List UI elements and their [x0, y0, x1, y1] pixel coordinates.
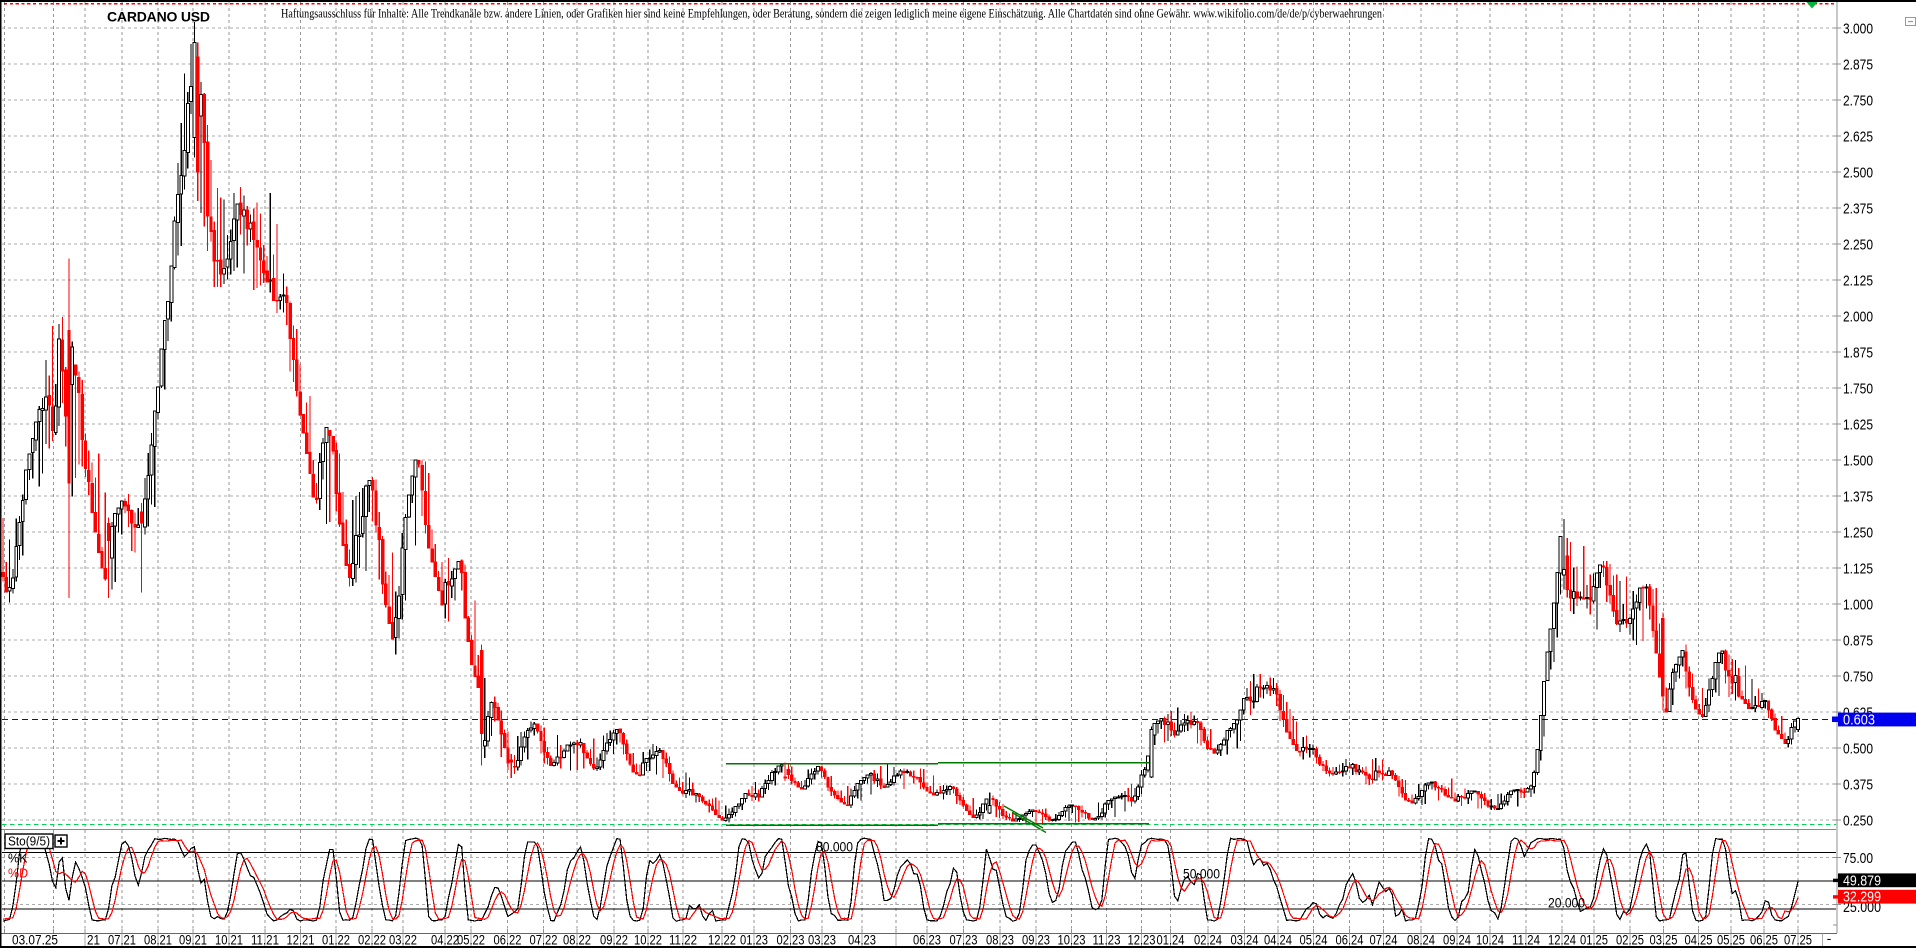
svg-text:1.375: 1.375	[1843, 489, 1873, 506]
svg-text:10.21: 10.21	[215, 933, 243, 948]
svg-text:07.24: 07.24	[1370, 933, 1398, 948]
svg-text:01.24: 01.24	[1157, 933, 1185, 948]
svg-text:2.500: 2.500	[1843, 165, 1873, 182]
svg-text:06.24: 06.24	[1336, 933, 1364, 948]
svg-text:03.23: 03.23	[808, 933, 836, 948]
svg-text:1.750: 1.750	[1843, 381, 1873, 398]
svg-text:%K: %K	[8, 852, 28, 866]
svg-text:2.000: 2.000	[1843, 309, 1873, 326]
svg-text:06.23: 06.23	[913, 933, 941, 948]
svg-text:01.25: 01.25	[1580, 933, 1608, 948]
svg-text:03.07.25: 03.07.25	[12, 933, 58, 948]
svg-text:Haftungsausschluss für Inhalte: Haftungsausschluss für Inhalte: Alle Tre…	[281, 7, 1382, 21]
svg-text:04.24: 04.24	[1264, 933, 1292, 948]
svg-text:09.21: 09.21	[179, 933, 207, 948]
svg-text:32.299: 32.299	[1843, 889, 1881, 906]
svg-text:08.23: 08.23	[986, 933, 1014, 948]
svg-text:02.24: 02.24	[1194, 933, 1222, 948]
svg-text:03.25: 03.25	[1650, 933, 1678, 948]
svg-text:03.22: 03.22	[389, 933, 417, 948]
svg-text:1.875: 1.875	[1843, 345, 1873, 362]
svg-text:2.750: 2.750	[1843, 93, 1873, 110]
svg-text:2.375: 2.375	[1843, 201, 1873, 218]
svg-text:CARDANO USD: CARDANO USD	[107, 9, 210, 25]
svg-text:1.500: 1.500	[1843, 453, 1873, 470]
svg-text:02.23: 02.23	[777, 933, 805, 948]
svg-text:01.22: 01.22	[322, 933, 350, 948]
svg-text:09.24: 09.24	[1443, 933, 1471, 948]
svg-text:08.24: 08.24	[1407, 933, 1435, 948]
svg-text:05.25: 05.25	[1717, 933, 1745, 948]
svg-text:0.750: 0.750	[1843, 669, 1873, 686]
svg-text:1.000: 1.000	[1843, 597, 1873, 614]
svg-text:10.22: 10.22	[634, 933, 662, 948]
svg-text:02.25: 02.25	[1616, 933, 1644, 948]
svg-text:04.22: 04.22	[431, 933, 459, 948]
svg-text:0.500: 0.500	[1843, 741, 1873, 758]
svg-text:12.21: 12.21	[287, 933, 315, 948]
svg-text:75.00: 75.00	[1843, 850, 1873, 867]
svg-text:21: 21	[87, 933, 100, 948]
svg-text:07.21: 07.21	[108, 933, 136, 948]
svg-text:06.25: 06.25	[1750, 933, 1778, 948]
svg-text:0.875: 0.875	[1843, 633, 1873, 650]
svg-text:2.625: 2.625	[1843, 129, 1873, 146]
svg-text:80.000: 80.000	[816, 840, 853, 855]
svg-text:02.22: 02.22	[358, 933, 386, 948]
svg-text:20.000: 20.000	[1548, 896, 1585, 911]
svg-text:05.22: 05.22	[457, 933, 485, 948]
svg-text:%D: %D	[8, 867, 28, 881]
svg-text:09.23: 09.23	[1022, 933, 1050, 948]
svg-text:2.875: 2.875	[1843, 57, 1873, 74]
svg-text:0.250: 0.250	[1843, 813, 1873, 830]
svg-text:3.000: 3.000	[1843, 21, 1873, 38]
svg-text:04.25: 04.25	[1685, 933, 1713, 948]
svg-text:11.23: 11.23	[1093, 933, 1121, 948]
svg-text:1.125: 1.125	[1843, 561, 1873, 578]
svg-text:50.000: 50.000	[1183, 867, 1220, 882]
svg-text:12.22: 12.22	[708, 933, 736, 948]
svg-text:0.375: 0.375	[1843, 777, 1873, 794]
svg-text:11.24: 11.24	[1512, 933, 1540, 948]
svg-text:04.23: 04.23	[848, 933, 876, 948]
svg-text:12.24: 12.24	[1548, 933, 1576, 948]
svg-text:05.24: 05.24	[1300, 933, 1328, 948]
svg-text:49.879: 49.879	[1843, 872, 1881, 889]
svg-text:09.22: 09.22	[600, 933, 628, 948]
svg-text:1.625: 1.625	[1843, 417, 1873, 434]
svg-text:10.24: 10.24	[1476, 933, 1504, 948]
svg-text:Sto(9/5): Sto(9/5)	[8, 835, 50, 849]
svg-text:08.22: 08.22	[563, 933, 591, 948]
svg-text:10.23: 10.23	[1058, 933, 1086, 948]
svg-text:2.250: 2.250	[1843, 237, 1873, 254]
svg-text:08.21: 08.21	[144, 933, 172, 948]
svg-text:0.603: 0.603	[1843, 712, 1875, 729]
svg-text:01.23: 01.23	[740, 933, 768, 948]
svg-text:2.125: 2.125	[1843, 273, 1873, 290]
svg-text:07.25: 07.25	[1784, 933, 1812, 948]
svg-text:12.23: 12.23	[1128, 933, 1156, 948]
svg-text:11.21: 11.21	[251, 933, 279, 948]
svg-text:06.22: 06.22	[494, 933, 522, 948]
svg-text:1.250: 1.250	[1843, 525, 1873, 542]
svg-text:-: -	[1827, 931, 1832, 946]
svg-text:07.23: 07.23	[950, 933, 978, 948]
svg-text:11.22: 11.22	[669, 933, 697, 948]
svg-text:03.24: 03.24	[1231, 933, 1259, 948]
svg-text:07.22: 07.22	[530, 933, 558, 948]
